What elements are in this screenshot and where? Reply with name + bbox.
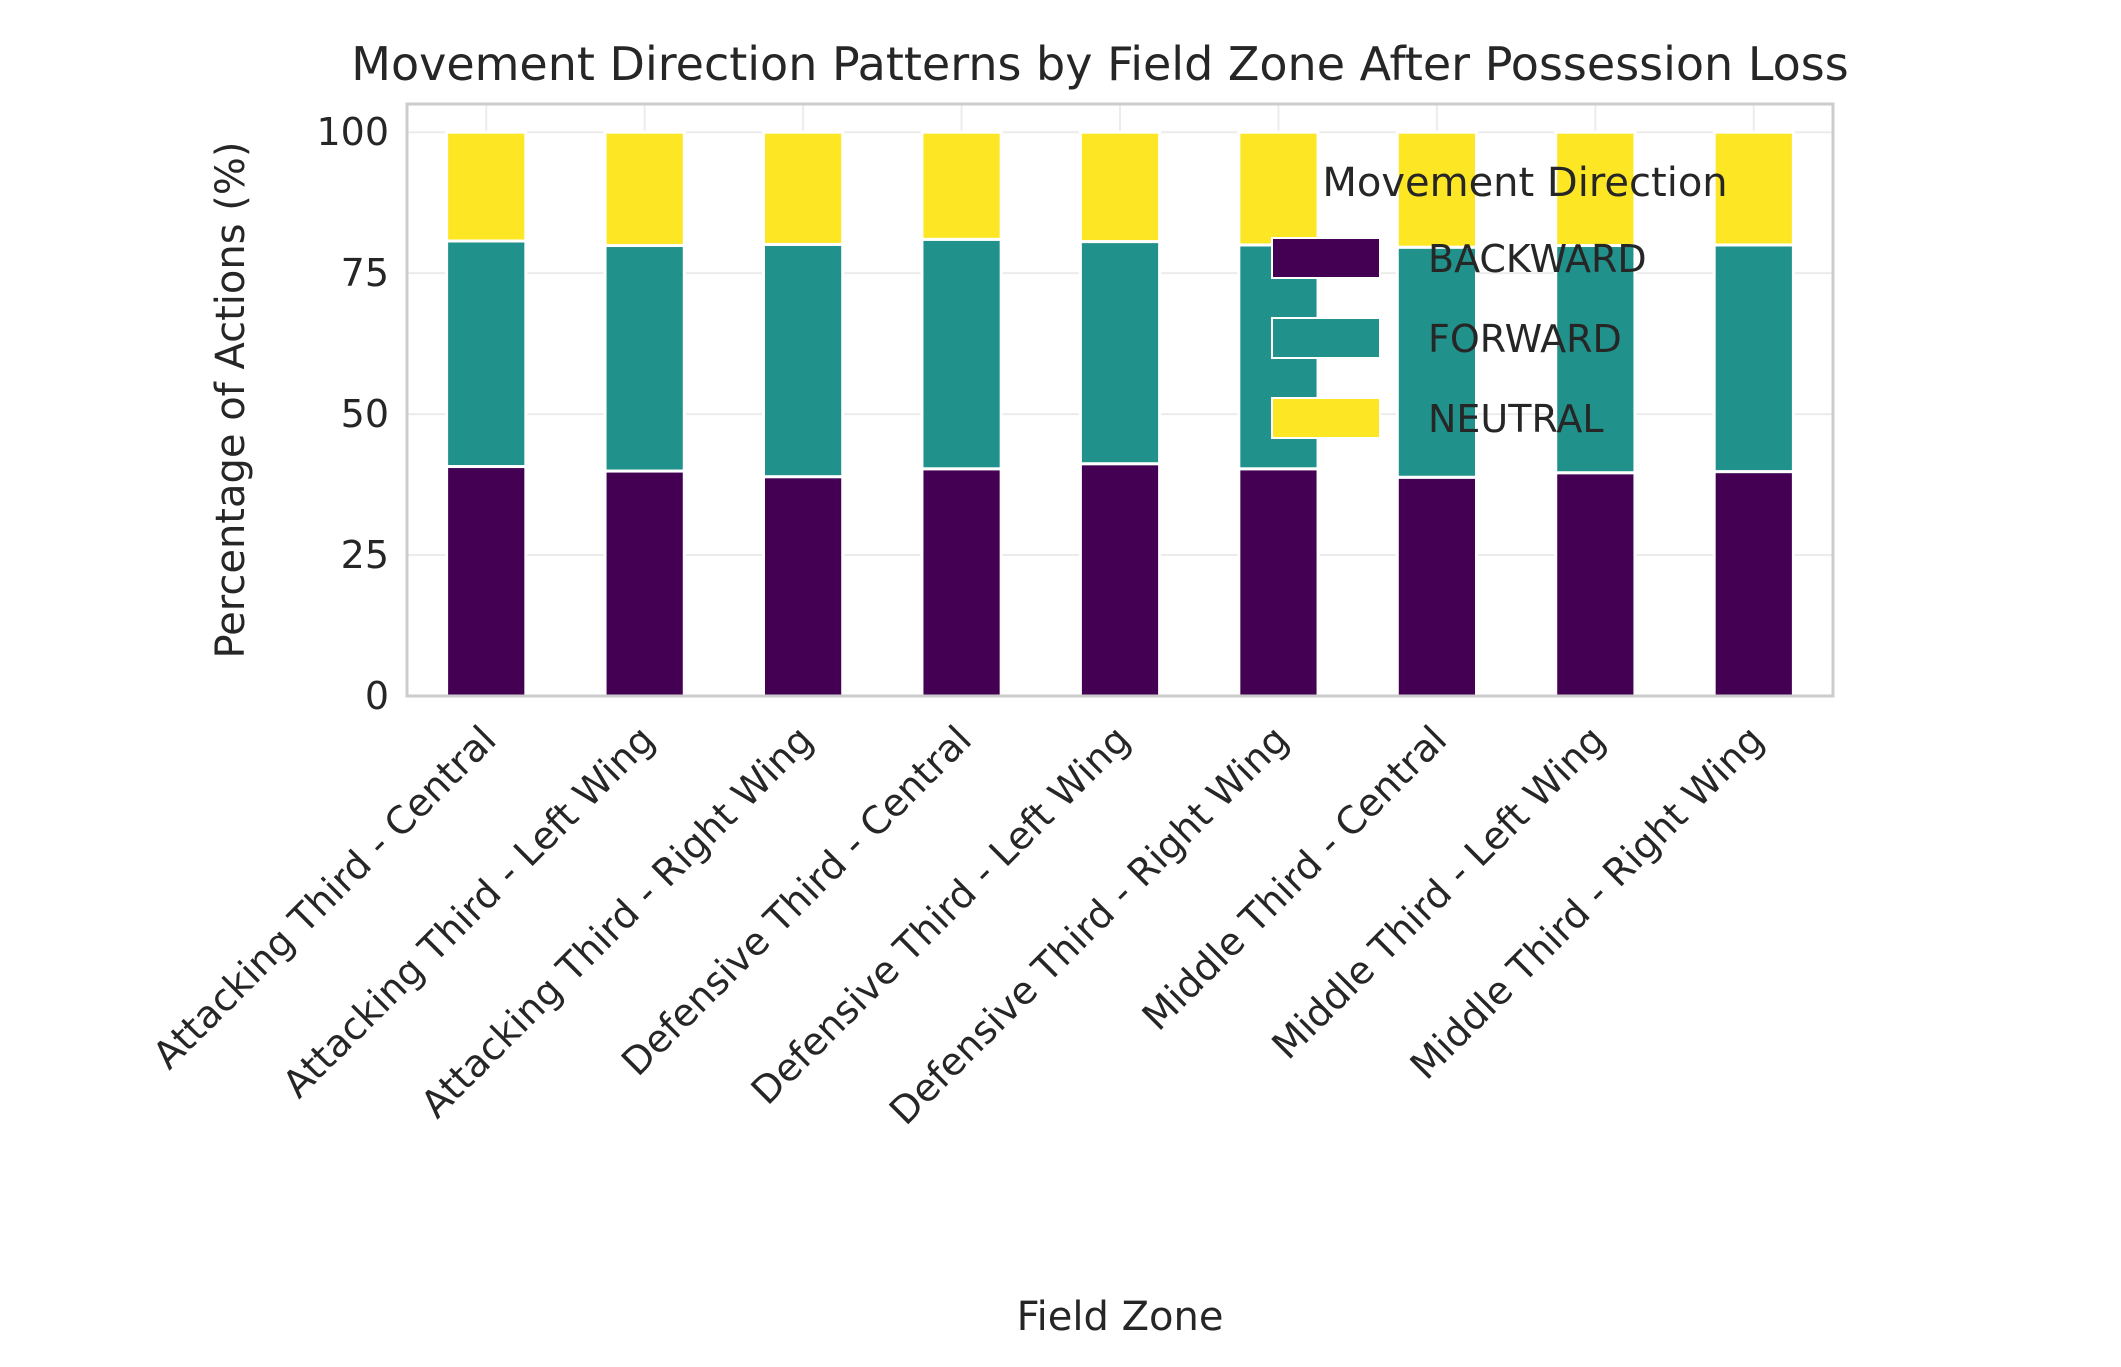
bar-backward — [603, 469, 686, 698]
bar-neutral — [762, 130, 845, 246]
bar-neutral — [445, 130, 528, 243]
plot-frame — [405, 102, 1835, 698]
bar-forward — [603, 244, 686, 473]
legend-label-backward: BACKWARD — [1428, 237, 1647, 281]
bar-forward — [1395, 245, 1479, 479]
x-tick-label: Middle Third - Left Wing — [1263, 717, 1613, 1067]
legend-swatch-backward — [1271, 237, 1381, 279]
x-tick-label: Middle Third - Central — [1134, 717, 1456, 1039]
bar-backward — [1712, 470, 1795, 698]
bar-forward — [1554, 244, 1637, 475]
y-tick-label: 50 — [341, 392, 389, 436]
chart-title: Movement Direction Patterns by Field Zon… — [351, 37, 1848, 91]
legend-title: Movement Direction — [1322, 160, 1727, 206]
bars — [445, 130, 1795, 698]
legend-label-forward: FORWARD — [1428, 317, 1622, 361]
bar-backward — [1237, 467, 1320, 698]
legend-label-neutral: NEUTRAL — [1428, 397, 1604, 441]
bar-neutral — [1554, 130, 1637, 248]
bar-neutral — [920, 130, 1003, 241]
bar-backward — [445, 465, 528, 698]
bar-neutral — [1078, 130, 1162, 244]
legend-swatch-forward — [1271, 317, 1381, 359]
bar-backward — [762, 475, 845, 698]
bar-forward — [1078, 240, 1162, 466]
bar-forward — [762, 242, 845, 479]
bar-neutral — [1712, 130, 1795, 247]
x-axis-label: Field Zone — [1017, 1294, 1224, 1340]
legend: Movement Direction BACKWARD FORWARD NEUTRA… — [1271, 160, 1728, 441]
y-tick-label: 100 — [316, 110, 389, 154]
bar-backward — [1554, 471, 1637, 698]
y-tick-label: 25 — [341, 533, 389, 577]
legend-swatch-neutral — [1271, 397, 1381, 439]
bar-backward — [1078, 462, 1162, 698]
bar-forward — [445, 239, 528, 469]
bar-neutral — [1395, 130, 1479, 249]
bar-forward — [920, 237, 1003, 471]
y-axis-label: Percentage of Actions (%) — [208, 141, 254, 658]
bar-backward — [920, 467, 1003, 698]
bar-backward — [1395, 475, 1479, 698]
bar-neutral — [1237, 130, 1320, 247]
y-tick-labels: 0 25 50 75 100 — [316, 110, 389, 718]
y-tick-label: 0 — [365, 674, 389, 718]
bar-forward — [1712, 243, 1795, 474]
y-tick-label: 75 — [341, 251, 389, 295]
bar-neutral — [603, 130, 686, 248]
